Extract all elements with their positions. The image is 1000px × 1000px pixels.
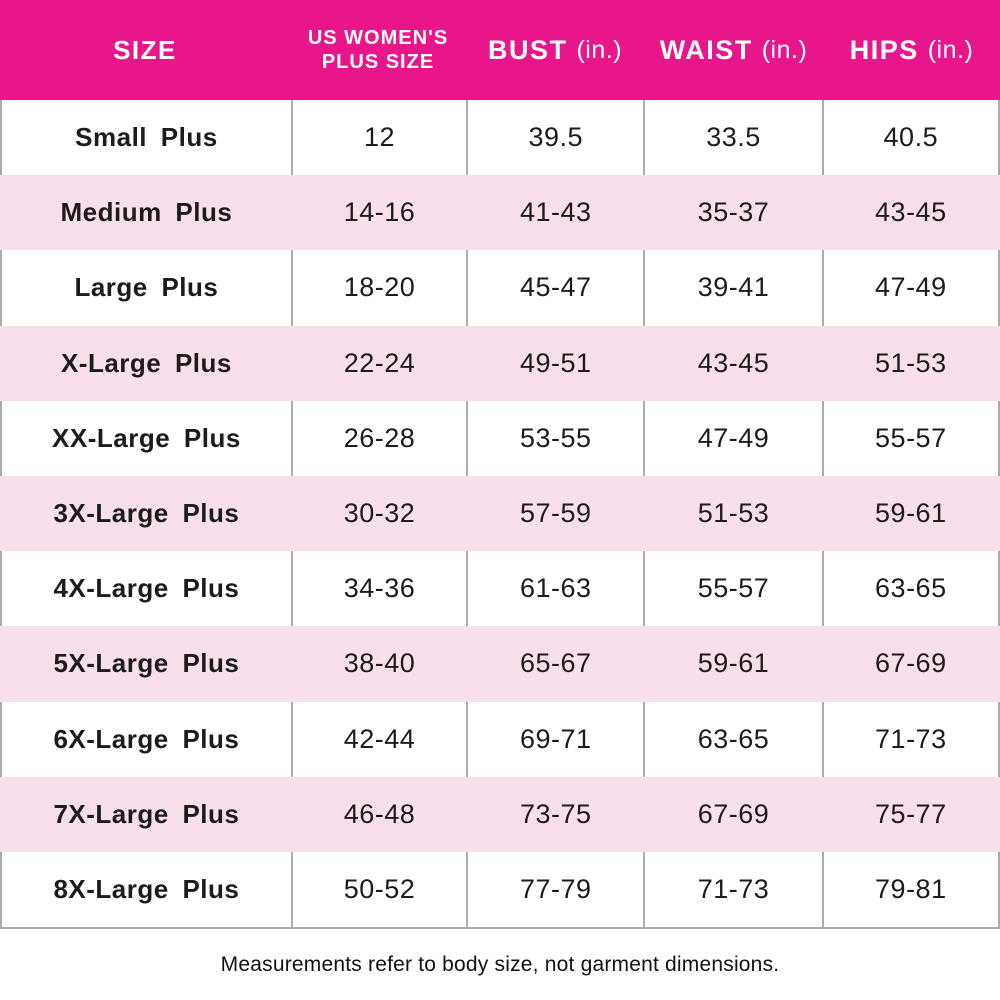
measurement-cell: 50-52 [290, 851, 466, 928]
header-cell-2: BUST (in.) [466, 0, 644, 100]
measurement-cell: 35-37 [697, 197, 770, 228]
measurement-cell: 47-49 [643, 400, 821, 476]
measurement-cell: 59-61 [875, 498, 947, 529]
table-row: 4X-Large Plus 34-36 61-63 55-57 63-65 [0, 551, 1000, 627]
size-label-cell: 4X-Large Plus [53, 573, 240, 604]
measurement-cell: 73-75 [519, 798, 592, 829]
table-row: Small Plus 12 39.5 33.5 40.5 [0, 100, 1000, 176]
measurement-cell: 63-65 [821, 551, 998, 627]
measurement-cell: 51-53 [875, 347, 947, 378]
header-cell-1: US WOMEN'S PLUS SIZE [307, 27, 449, 73]
measurement-cell: 40.5 [821, 100, 998, 176]
measurement-cell: 18-20 [290, 250, 466, 326]
measurement-cell: 63-65 [643, 701, 821, 777]
size-table: SIZE US WOMEN'S PLUS SIZE BUST (in.) WAIST (i… [0, 0, 1000, 930]
header-unit: (in.) [927, 35, 974, 64]
measurement-cell: 67-69 [697, 798, 770, 829]
size-label-cell: 7X-Large Plus [53, 798, 240, 829]
size-label-cell: 5X-Large Plus [53, 648, 240, 679]
measurement-cell: 71-73 [643, 851, 821, 928]
measurement-cell: 39.5 [466, 100, 643, 176]
measurement-cell: 42-44 [290, 701, 466, 777]
measurement-cell: 61-63 [466, 551, 643, 627]
table-row: 7X-Large Plus 46-48 73-75 67-69 75-77 [0, 776, 1000, 852]
header-unit: (in.) [761, 35, 808, 64]
measurement-cell: 57-59 [519, 498, 592, 529]
measurement-cell: 49-51 [519, 347, 592, 378]
measurement-cell: 14-16 [343, 197, 416, 228]
measurement-cell: 55-57 [643, 551, 821, 627]
header-label: HIPS [849, 34, 919, 65]
measurement-cell: 22-24 [343, 347, 416, 378]
size-label-cell: Medium Plus [60, 197, 233, 228]
measurement-cell: 30-32 [343, 498, 416, 529]
table-row: X-Large Plus 22-24 49-51 43-45 51-53 [0, 325, 1000, 401]
table-row: XX-Large Plus 26-28 53-55 47-49 55-57 [0, 400, 1000, 476]
measurement-cell: 59-61 [697, 648, 770, 679]
measurement-cell: 33.5 [643, 100, 821, 176]
table-row: 3X-Large Plus 30-32 57-59 51-53 59-61 [0, 475, 1000, 552]
measurement-cell: 34-36 [290, 551, 466, 627]
table-row: 8X-Large Plus 50-52 77-79 71-73 79-81 [0, 851, 1000, 928]
size-label-cell: 8X-Large Plus [53, 873, 240, 904]
table-row: Medium Plus 14-16 41-43 35-37 43-45 [0, 175, 1000, 251]
table-row: 5X-Large Plus 38-40 65-67 59-61 67-69 [0, 626, 1000, 702]
measurement-cell: 55-57 [821, 400, 998, 476]
measurement-cell: 51-53 [697, 498, 770, 529]
size-label-cell: X-Large Plus [60, 347, 232, 378]
table-row: Large Plus 18-20 45-47 39-41 47-49 [0, 250, 1000, 326]
measurement-cell: 65-67 [519, 648, 592, 679]
size-label-cell: XX-Large Plus [52, 422, 241, 453]
header-unit: (in.) [576, 35, 623, 64]
measurement-cell: 67-69 [875, 648, 947, 679]
measurement-cell: 43-45 [697, 347, 770, 378]
footnote: Measurements refer to body size, not gar… [220, 953, 780, 977]
header-cell-3: WAIST (in.) [644, 0, 823, 100]
header-label: SIZE [113, 34, 177, 65]
table-bottom-border [0, 927, 1000, 930]
size-label-cell: 3X-Large Plus [53, 498, 240, 529]
measurement-cell: 45-47 [466, 250, 643, 326]
size-label-cell: Small Plus [75, 122, 218, 153]
measurement-cell: 41-43 [519, 197, 592, 228]
measurement-cell: 43-45 [875, 197, 947, 228]
measurement-cell: 39-41 [643, 250, 821, 326]
measurement-cell: 77-79 [466, 851, 643, 928]
header-label: WAIST [659, 34, 753, 65]
measurement-cell: 75-77 [875, 798, 947, 829]
measurement-cell: 26-28 [290, 400, 466, 476]
table-row: 6X-Large Plus 42-44 69-71 63-65 71-73 [0, 701, 1000, 777]
header-cell-4: HIPS (in.) [823, 0, 1000, 100]
header-label: BUST [487, 34, 568, 65]
measurement-cell: 38-40 [343, 648, 416, 679]
table-body: Small Plus 12 39.5 33.5 40.5 Medium Plus 14-16… [0, 100, 1000, 928]
measurement-cell: 71-73 [821, 701, 998, 777]
measurement-cell: 69-71 [466, 701, 643, 777]
measurement-cell: 53-55 [466, 400, 643, 476]
table-header-row: SIZE US WOMEN'S PLUS SIZE BUST (in.) WAIST (i… [0, 0, 1000, 100]
measurement-cell: 79-81 [821, 851, 998, 928]
measurement-cell: 12 [290, 100, 466, 176]
header-cell-0: SIZE [0, 0, 290, 100]
measurement-cell: 47-49 [821, 250, 998, 326]
measurement-cell: 46-48 [343, 798, 416, 829]
size-label-cell: Large Plus [74, 272, 219, 303]
size-label-cell: 6X-Large Plus [53, 723, 240, 754]
